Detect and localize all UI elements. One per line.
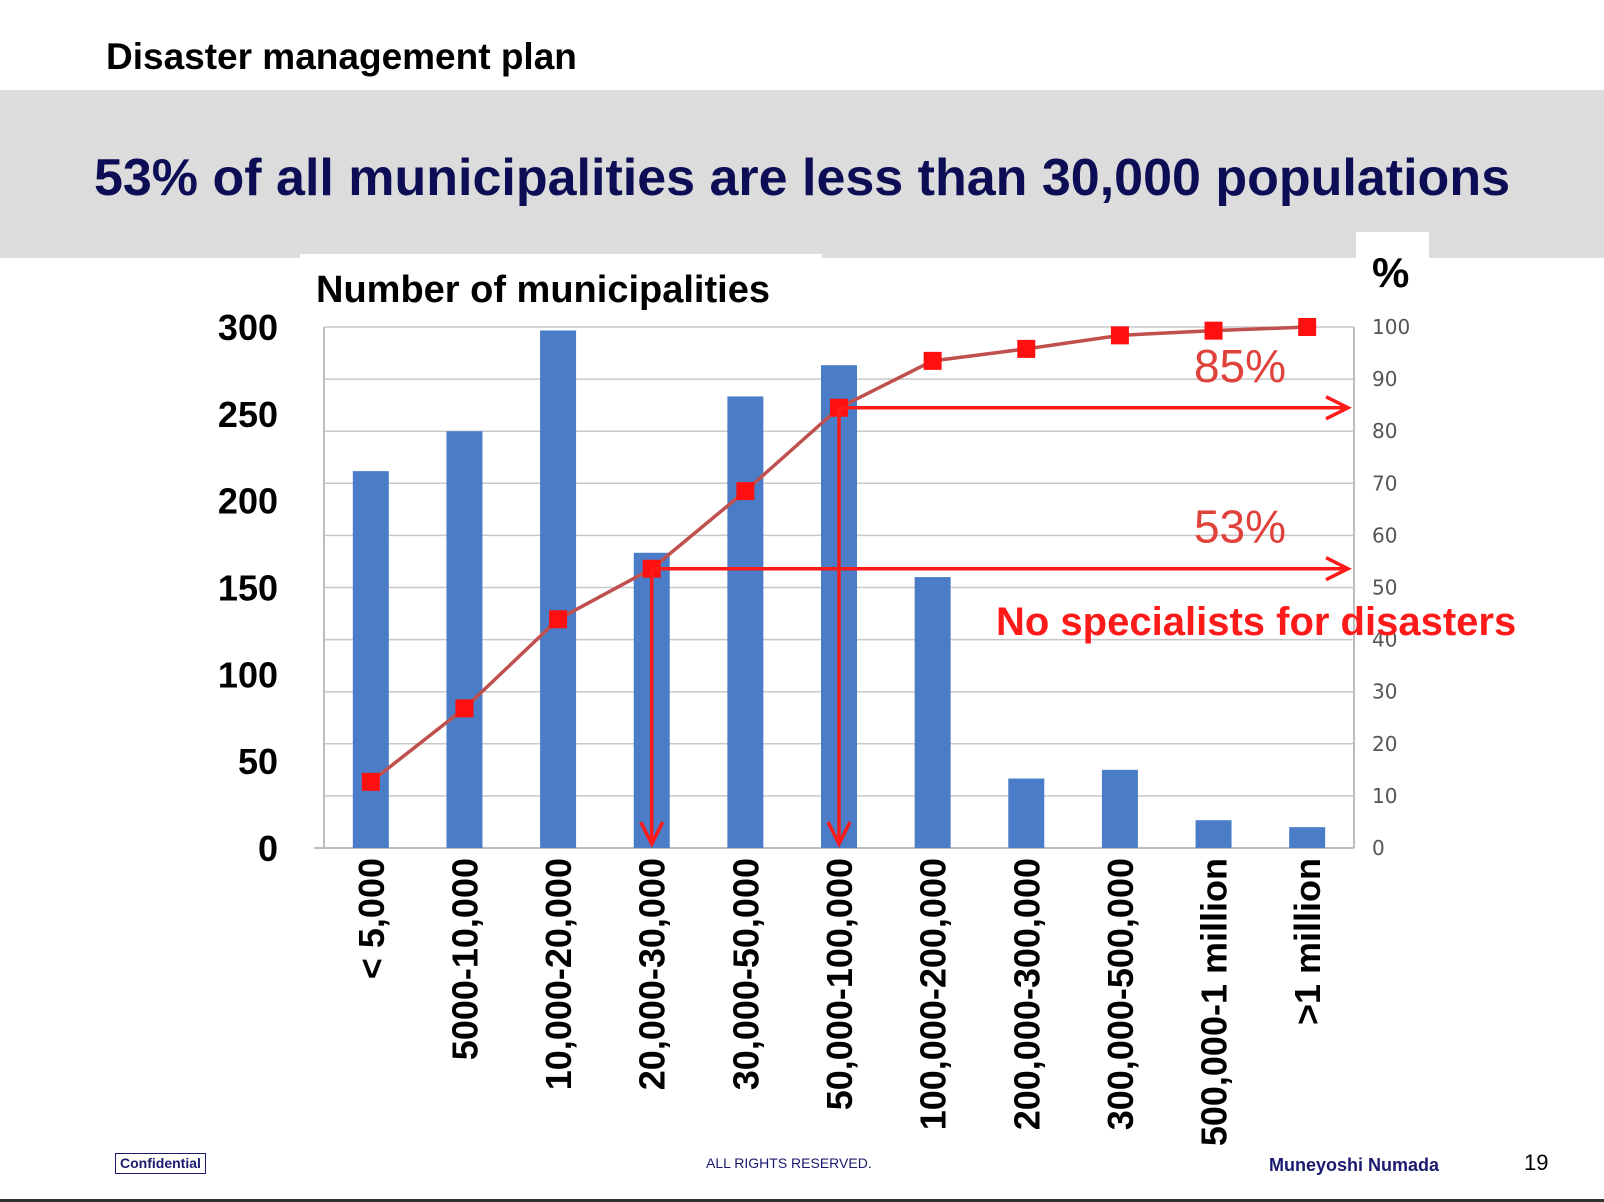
cumulative-point [1204, 321, 1223, 340]
author-name: Muneyoshi Numada [1269, 1155, 1440, 1175]
section-title: Disaster management plan [106, 36, 577, 77]
x-tick-label: 30,000-50,000 [725, 858, 766, 1090]
slide-headline: 53% of all municipalities are less than … [93, 149, 1511, 207]
bar [1008, 778, 1045, 848]
y-tick-label: 100 [218, 654, 278, 695]
y2-tick-label: 60 [1372, 523, 1397, 547]
bar [540, 330, 577, 848]
cumulative-point [361, 772, 380, 791]
arrow-head [639, 821, 665, 848]
x-tick-label: < 5,000 [351, 858, 392, 979]
y2-tick-label: 90 [1372, 367, 1397, 391]
y2-tick-label: 100 [1372, 315, 1410, 339]
y-tick-label: 150 [218, 568, 278, 609]
y-tick-label: 200 [218, 481, 278, 522]
x-tick-label: 50,000-100,000 [819, 858, 860, 1110]
y2-tick-label: 70 [1372, 471, 1397, 495]
y2-tick-label: 50 [1372, 576, 1397, 600]
arrow-head [826, 821, 852, 848]
rights-notice: ALL RIGHTS RESERVED. [706, 1155, 872, 1171]
x-tick-label: 300,000-500,000 [1100, 858, 1141, 1130]
bar [446, 431, 483, 848]
x-tick-label: 20,000-30,000 [632, 858, 673, 1090]
cumulative-point [923, 351, 942, 370]
arrow-head [1325, 556, 1352, 582]
annotation-note: No specialists for disasters [996, 600, 1516, 644]
bar [727, 396, 764, 848]
y-tick-label: 300 [218, 307, 278, 348]
cumulative-point [455, 699, 474, 718]
y-tick-label: 50 [238, 741, 278, 782]
y2-tick-label: 40 [1372, 628, 1397, 652]
page-number: 19 [1524, 1150, 1549, 1175]
annotation-percent-label: 53% [1194, 501, 1286, 553]
y2-tick-label: 20 [1372, 732, 1397, 756]
annotation-percent-label: 85% [1194, 340, 1286, 392]
bar [1101, 769, 1138, 848]
bar [914, 577, 951, 848]
bar [352, 471, 389, 848]
y2-tick-label: 0 [1372, 836, 1385, 860]
x-tick-label: 100,000-200,000 [913, 858, 954, 1130]
y2-tick-label: 80 [1372, 419, 1397, 443]
arrow-head [1325, 395, 1352, 421]
y2-tick-label: 30 [1372, 680, 1397, 704]
cumulative-point [549, 610, 568, 629]
cumulative-point [1017, 339, 1036, 358]
y-tick-label: 250 [218, 394, 278, 435]
x-tick-label: 10,000-20,000 [538, 858, 579, 1090]
cumulative-point [1110, 326, 1129, 345]
y2-tick-label: 10 [1372, 784, 1397, 808]
x-tick-label: >1 million [1287, 858, 1328, 1025]
x-tick-label: 5000-10,000 [444, 858, 485, 1060]
title-band [0, 90, 1604, 258]
confidential-label: Confidential [115, 1153, 206, 1174]
y-tick-label: 0 [258, 828, 278, 869]
y2-axis-title: % [1372, 249, 1409, 296]
cumulative-point [1298, 318, 1317, 336]
y-axis-title-box [300, 254, 822, 314]
cumulative-point [736, 482, 755, 501]
bar [1195, 820, 1232, 848]
y-axis-title: Number of municipalities [316, 269, 770, 311]
y2-axis-title-box [1356, 232, 1429, 302]
bottom-rule [0, 1199, 1604, 1202]
x-tick-label: 200,000-300,000 [1006, 858, 1047, 1130]
bar [1289, 827, 1326, 848]
x-tick-label: 500,000-1 million [1194, 858, 1235, 1146]
